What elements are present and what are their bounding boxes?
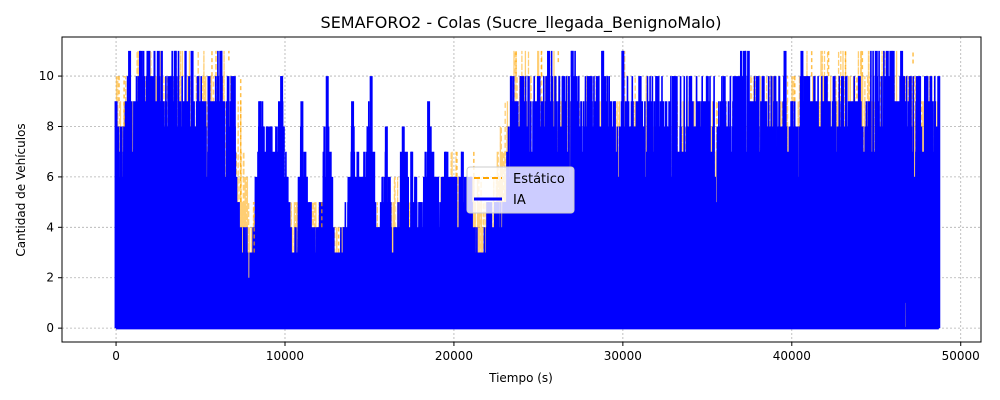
legend-label-ia: IA: [513, 193, 526, 208]
x-tick-label: 50000: [942, 349, 980, 363]
plot-frame: [61, 36, 982, 343]
x-tick-label: 0: [112, 349, 120, 363]
y-tick-label: 4: [46, 220, 54, 234]
plot-area: [114, 50, 941, 330]
y-tick-label: 8: [46, 119, 54, 133]
x-tick-label: 20000: [435, 349, 473, 363]
x-tick-label: 40000: [773, 349, 811, 363]
chart-title: SEMAFORO2 - Colas (Sucre_llegada_Benigno…: [321, 13, 722, 33]
legend: Estático IA: [466, 166, 575, 214]
x-axis-title: Tiempo (s): [488, 371, 553, 385]
y-tick-label: 2: [46, 271, 54, 285]
y-tick-label: 0: [46, 321, 54, 335]
x-tick-label: 30000: [604, 349, 642, 363]
x-tick-label: 10000: [266, 349, 304, 363]
legend-label-estatico: Estático: [513, 172, 565, 187]
y-tick-label: 6: [46, 170, 54, 184]
axis-ticks: 0 10000 20000 30000 40000 50000 0 2 4 6 8 10: [39, 69, 980, 363]
y-tick-label: 10: [39, 69, 54, 83]
y-axis-title: Cantidad de Vehículos: [14, 123, 28, 256]
